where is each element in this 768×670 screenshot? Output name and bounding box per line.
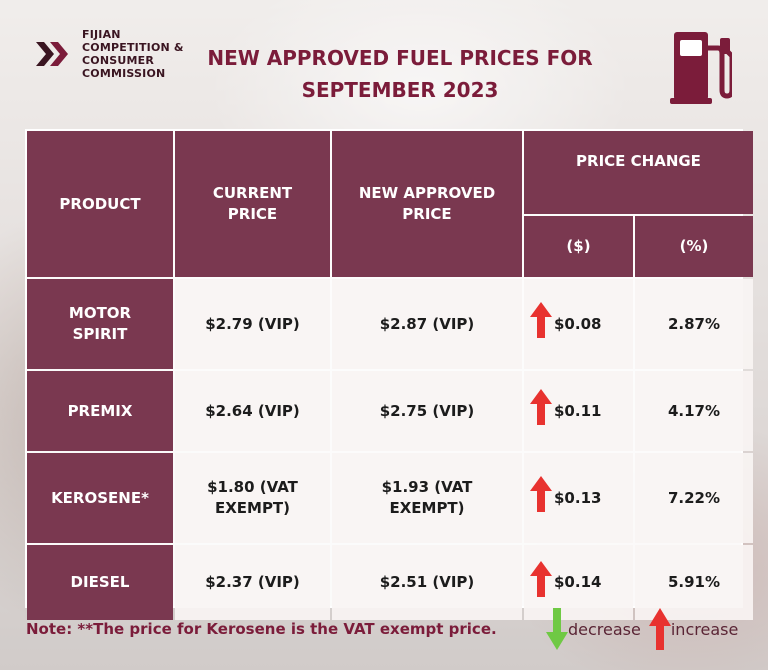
product-name: DIESEL bbox=[27, 545, 173, 620]
new-approved-price: $2.87 (VIP) bbox=[332, 279, 522, 369]
new-approved-price: $1.93 (VAT EXEMPT) bbox=[332, 453, 522, 543]
price-change-percent: 4.17% bbox=[635, 371, 753, 451]
fuel-price-table: PRODUCT CURRENT PRICE NEW APPROVED PRICE… bbox=[25, 129, 753, 620]
title-line-2: SEPTEMBER 2023 bbox=[301, 78, 499, 102]
product-name: PREMIX bbox=[27, 371, 173, 451]
increase-arrow-icon bbox=[530, 389, 552, 425]
legend-decrease-label: decrease bbox=[568, 619, 641, 639]
price-change-dollar: $0.11 bbox=[524, 371, 633, 451]
increase-arrow-icon bbox=[530, 560, 552, 597]
price-change-dollar: $0.14 bbox=[524, 545, 633, 620]
product-name: KEROSENE* bbox=[27, 453, 173, 543]
chevrons-logo-icon bbox=[36, 42, 68, 66]
fccc-logo: FIJIAN COMPETITION & CONSUMER COMMISSION bbox=[34, 28, 184, 80]
legend: decrease increase bbox=[546, 608, 738, 650]
footer-note: Note: **The price for Kerosene is the VA… bbox=[26, 620, 497, 638]
price-change-dollar: $0.13 bbox=[524, 453, 633, 543]
current-price: $2.79 (VIP) bbox=[175, 279, 330, 369]
increase-arrow-icon bbox=[530, 476, 552, 512]
legend-decrease: decrease bbox=[546, 608, 641, 650]
legend-increase: increase bbox=[648, 608, 739, 650]
price-change-percent: 2.87% bbox=[635, 279, 753, 369]
legend-increase-label: increase bbox=[670, 619, 739, 639]
fuel-pump-icon bbox=[670, 32, 732, 104]
header-change-percent: (%) bbox=[635, 216, 753, 277]
product-name: MOTOR SPIRIT bbox=[27, 279, 173, 369]
current-price: $2.37 (VIP) bbox=[175, 545, 330, 620]
price-change-dollar: $0.08 bbox=[524, 279, 633, 369]
down-arrow-icon bbox=[546, 608, 568, 650]
price-change-percent: 7.22% bbox=[635, 453, 753, 543]
logo-text: FIJIAN COMPETITION & CONSUMER COMMISSION bbox=[82, 28, 184, 80]
new-approved-price: $2.75 (VIP) bbox=[332, 371, 522, 451]
current-price: $1.80 (VAT EXEMPT) bbox=[175, 453, 330, 543]
page-title: NEW APPROVED FUEL PRICES FOR SEPTEMBER 2… bbox=[170, 42, 630, 106]
current-price: $2.64 (VIP) bbox=[175, 371, 330, 451]
header-product: PRODUCT bbox=[27, 131, 173, 277]
header-change-dollar: ($) bbox=[524, 216, 633, 277]
new-approved-price: $2.51 (VIP) bbox=[332, 545, 522, 620]
up-arrow-icon bbox=[648, 608, 671, 650]
price-change-percent: 5.91% bbox=[635, 545, 753, 620]
header-price-change: PRICE CHANGE bbox=[524, 131, 753, 214]
title-line-1: NEW APPROVED FUEL PRICES FOR bbox=[207, 46, 593, 70]
header-new-approved-price: NEW APPROVED PRICE bbox=[332, 131, 522, 277]
increase-arrow-icon bbox=[530, 302, 552, 338]
header-current-price: CURRENT PRICE bbox=[175, 131, 330, 277]
